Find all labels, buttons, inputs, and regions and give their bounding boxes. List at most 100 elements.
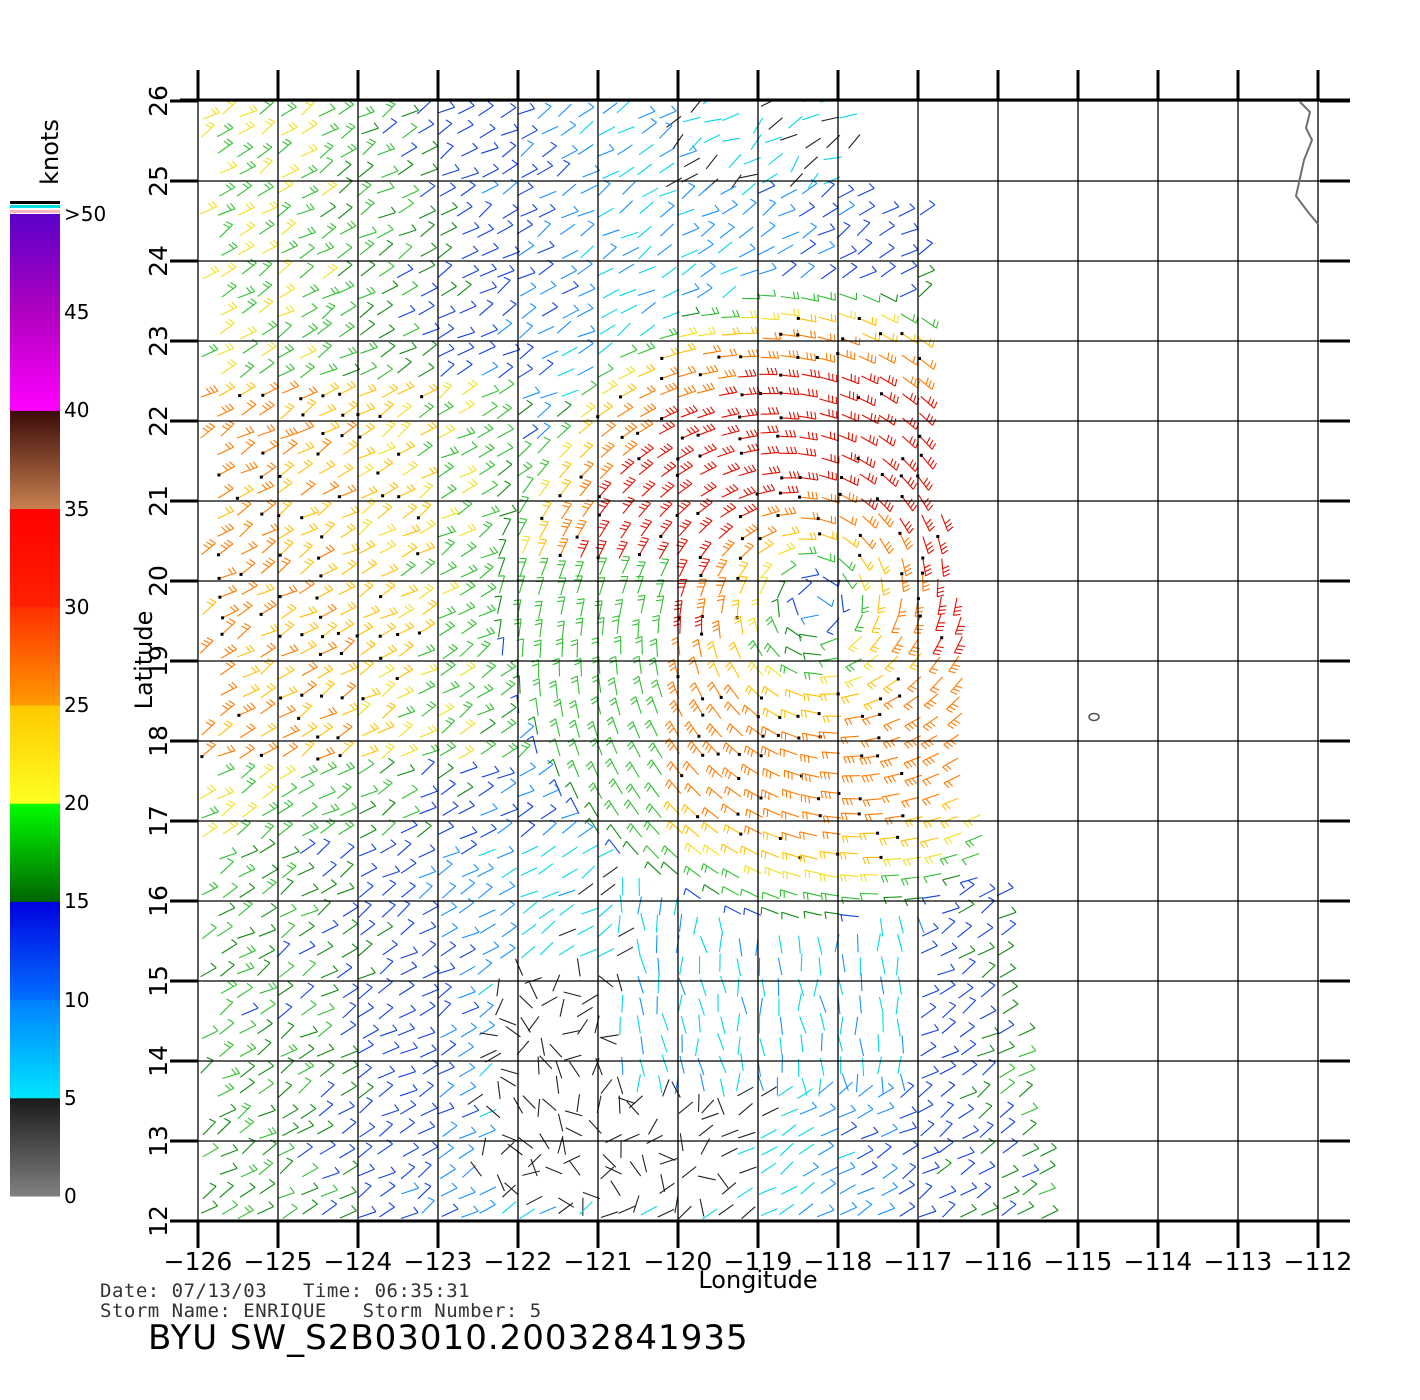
wind-barb bbox=[611, 716, 619, 735]
wind-barb bbox=[599, 324, 616, 335]
wind-barb-feather bbox=[531, 663, 539, 667]
wind-barb-feather bbox=[871, 542, 877, 549]
wind-barb bbox=[241, 262, 257, 275]
wind-barb-feather bbox=[261, 483, 268, 490]
wind-barb-feather bbox=[908, 653, 916, 657]
wind-barb bbox=[701, 598, 706, 617]
wind-barb-feather bbox=[771, 525, 777, 532]
wind-barb-feather bbox=[473, 863, 480, 870]
wind-barb-feather bbox=[271, 864, 278, 870]
wind-barb bbox=[418, 504, 432, 519]
wind-barb-feather bbox=[784, 507, 789, 515]
wind-barb bbox=[397, 843, 412, 857]
wind-barb-feather bbox=[564, 518, 572, 522]
wind-barb bbox=[663, 861, 678, 875]
wind-barb bbox=[300, 909, 319, 917]
wind-barb bbox=[660, 521, 673, 537]
wind-barb-feather bbox=[444, 403, 451, 409]
wind-barb-feather bbox=[470, 1081, 477, 1088]
wind-barb bbox=[617, 915, 621, 934]
wind-barb-feather bbox=[366, 141, 374, 146]
wind-barb-feather bbox=[270, 462, 277, 468]
wind-barb bbox=[380, 345, 396, 358]
wind-barb bbox=[880, 756, 899, 763]
wind-barb bbox=[358, 763, 375, 775]
wind-barb bbox=[359, 84, 374, 95]
wind-barb bbox=[217, 925, 233, 937]
wind-barb-feather bbox=[263, 765, 271, 771]
wind-barb bbox=[821, 496, 840, 504]
wind-barb-feather bbox=[385, 722, 392, 729]
wind-barb-feather bbox=[403, 723, 410, 729]
wind-barb-feather bbox=[954, 901, 960, 909]
wind-barb-feather bbox=[824, 911, 827, 919]
wind-barb-feather bbox=[342, 724, 350, 730]
rain-flag bbox=[818, 532, 822, 536]
wind-barb-feather bbox=[390, 539, 397, 546]
wind-barb bbox=[501, 637, 505, 656]
colorbar-band bbox=[10, 705, 60, 804]
wind-barb bbox=[496, 224, 514, 235]
rain-flag bbox=[896, 835, 900, 839]
wind-barb-feather bbox=[775, 445, 780, 453]
wind-barb bbox=[377, 926, 393, 937]
wind-barb-feather bbox=[602, 446, 609, 452]
wind-barb-feather bbox=[927, 522, 934, 528]
wind-barb-feather bbox=[432, 785, 438, 792]
rain-flag bbox=[636, 431, 640, 435]
wind-barb bbox=[718, 354, 737, 358]
wind-barb-feather bbox=[365, 107, 372, 114]
wind-barb-feather bbox=[924, 568, 932, 573]
wind-barb bbox=[440, 1028, 457, 1039]
wind-barb-feather bbox=[554, 702, 561, 707]
wind-barb-feather bbox=[728, 369, 733, 377]
wind-barb-feather bbox=[308, 779, 315, 786]
wind-barb bbox=[486, 1105, 501, 1119]
wind-barb bbox=[316, 945, 334, 956]
rain-flag bbox=[758, 537, 762, 541]
wind-barb-feather bbox=[445, 982, 452, 988]
wind-barb-feather bbox=[523, 741, 531, 746]
wind-barb-feather bbox=[450, 606, 457, 613]
wind-barb-feather bbox=[371, 688, 377, 695]
wind-barb-feather bbox=[925, 541, 932, 547]
wind-barb-feather bbox=[309, 441, 315, 448]
wind-barb-feather bbox=[344, 101, 351, 108]
wind-barb-feather bbox=[411, 224, 417, 231]
wind-barb bbox=[458, 805, 475, 815]
wind-barb bbox=[217, 127, 234, 138]
wind-barb-feather bbox=[409, 881, 416, 887]
wind-barb-feather bbox=[706, 407, 712, 414]
wind-barb-feather bbox=[925, 798, 931, 805]
wind-barb-feather bbox=[249, 777, 256, 782]
wind-barb-feather bbox=[246, 142, 254, 148]
wind-barb-feather bbox=[564, 460, 572, 465]
wind-barb-feather bbox=[932, 319, 936, 327]
wind-barb bbox=[379, 626, 397, 637]
wind-barb bbox=[658, 1075, 663, 1094]
wind-barb-feather bbox=[946, 741, 953, 748]
wind-barb-feather bbox=[820, 893, 823, 901]
wind-barb bbox=[257, 1042, 272, 1056]
wind-barb-feather bbox=[736, 309, 740, 317]
wind-barb-feather bbox=[268, 118, 276, 123]
wind-barb bbox=[982, 1062, 996, 1076]
wind-barb-feather bbox=[603, 465, 611, 470]
wind-barb-feather bbox=[933, 1065, 939, 1072]
wind-barb bbox=[777, 512, 796, 517]
wind-barb-feather bbox=[887, 759, 893, 767]
wind-barb-feather bbox=[530, 282, 537, 288]
wind-barb bbox=[498, 885, 516, 896]
wind-barb bbox=[602, 170, 620, 180]
wind-barb bbox=[459, 528, 477, 537]
wind-barb-feather bbox=[489, 547, 495, 554]
wind-barb-feather bbox=[453, 581, 460, 588]
wind-barb-feather bbox=[718, 562, 726, 565]
wind-barb bbox=[722, 886, 739, 896]
wind-barb-feather bbox=[925, 778, 932, 785]
wind-barb-feather bbox=[224, 485, 231, 492]
wind-barb-feather bbox=[387, 400, 394, 405]
wind-barb-feather bbox=[389, 142, 395, 150]
wind-barb-feather bbox=[269, 241, 276, 248]
wind-barb-feather bbox=[627, 424, 635, 430]
